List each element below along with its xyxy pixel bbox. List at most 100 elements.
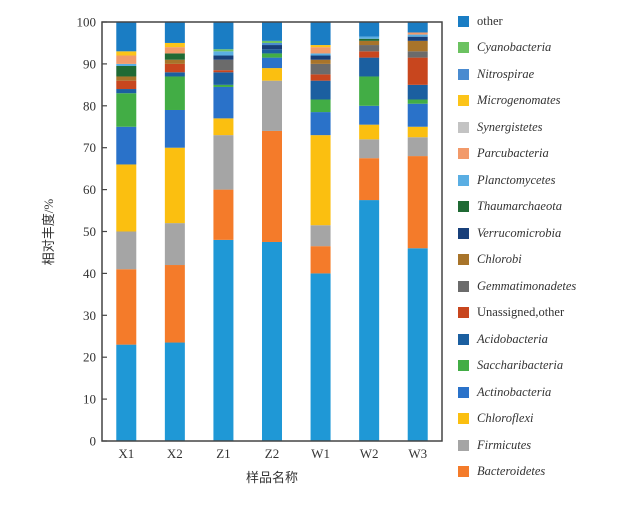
bar-segment-w3-other: [407, 22, 428, 33]
bar-segment-z1-actinobacteria: [213, 86, 234, 119]
x-tick-label-w2: W2: [360, 446, 379, 461]
legend-label: Bacteroidetes: [477, 464, 546, 479]
legend-swatch: [458, 174, 469, 186]
x-tick-label-x1: X1: [118, 446, 134, 461]
bar-segment-w1-microgenomates: [310, 45, 331, 48]
legend-swatch: [458, 307, 469, 319]
x-tick-label-z2: Z2: [265, 446, 279, 461]
legend-item-chloroflexi: Chloroflexi: [458, 406, 576, 433]
legend-item-nitrospirae: Nitrospirae: [458, 61, 576, 88]
legend-item-verrucomicrobia: Verrucomicrobia: [458, 220, 576, 247]
y-tick-label: 50: [83, 224, 96, 239]
bar-segment-x1-thaumarchaeota: [116, 65, 137, 77]
legend-swatch: [458, 386, 469, 398]
bar-segment-w2-bacteroidetes: [359, 158, 380, 201]
legend-label: Gemmatimonadetes: [477, 278, 577, 293]
legend-item-synergistetes: Synergistetes: [458, 114, 576, 141]
bar-segment-x2-parcubacteria: [164, 47, 185, 54]
bar-segment-w2-firmicutes: [359, 139, 380, 159]
bar-segment-z1-unlabeled: [213, 239, 234, 441]
legend-item-saccharibacteria: Saccharibacteria: [458, 353, 576, 380]
bar-segment-z2-other: [262, 22, 282, 41]
bar-segment-w2-chloroflexi: [359, 124, 380, 140]
legend-item-microgenomates: Microgenomates: [458, 88, 576, 115]
legend-item-planctomycetes: Planctomycetes: [458, 167, 576, 194]
bar-segment-w2-chlorobi: [359, 40, 380, 46]
bar-segment-x1-actinobacteria: [116, 126, 137, 165]
bar-segment-x1-acidobacteria: [116, 89, 137, 94]
legend-swatch: [458, 227, 469, 239]
legend-swatch: [458, 333, 469, 345]
bar-segment-w3-actinobacteria: [407, 103, 428, 127]
legend-swatch: [458, 148, 469, 160]
bar-segment-z2-chloroflexi: [262, 68, 282, 81]
bar-segment-w2-unlabeled: [359, 200, 380, 441]
legend-label: Parcubacteria: [477, 146, 549, 161]
y-tick-label: 100: [77, 15, 97, 30]
y-axis-ticks: 0 10 20 30 40 50 60 70 80 90 100: [77, 15, 107, 449]
bar-stack-x1: [116, 22, 137, 441]
legend-swatch: [458, 360, 469, 372]
bar-segment-z1-cyanobacteria: [213, 49, 234, 52]
legend-label: Synergistetes: [477, 119, 543, 134]
bar-segment-x2-bacteroidetes: [164, 265, 185, 343]
legend-label: Cyanobacteria: [477, 40, 552, 55]
bar-segment-w1-unlabeled: [310, 273, 331, 441]
y-tick-label: 60: [83, 182, 96, 197]
bar-segment-w2-other: [359, 22, 380, 37]
legend-item-thaumarchaeota: Thaumarchaeota: [458, 194, 576, 221]
bar-segment-w1-bacteroidetes: [310, 246, 331, 274]
bar-segment-z2-unlabeled: [262, 241, 282, 441]
bar-segment-z1-saccharibacteria: [213, 84, 234, 87]
bar-segment-w1-actinobacteria: [310, 112, 331, 136]
bar-stack-w3: [407, 22, 428, 441]
bar-segment-w3-chloroflexi: [407, 126, 428, 138]
bar-segment-w1-planctomycetes: [310, 53, 331, 56]
legend-item-chlorobi: Chlorobi: [458, 247, 576, 274]
bar-segment-z1-planctomycetes: [213, 51, 234, 56]
y-tick-label: 70: [83, 140, 96, 155]
bar-segment-w1-saccharibacteria: [310, 99, 331, 113]
bar-segment-w3-saccharibacteria: [407, 99, 428, 104]
bar-segment-w2-acidobacteria: [359, 57, 380, 77]
bar-segment-x2-chloroflexi: [164, 147, 185, 224]
y-tick-label: 90: [83, 56, 96, 71]
bar-segment-z1-firmicutes: [213, 135, 234, 190]
y-tick-label: 80: [83, 98, 96, 113]
bar-stack-x2: [164, 22, 185, 441]
bar-segment-z2-saccharibacteria: [262, 53, 282, 58]
legend-item-other: other: [458, 8, 576, 35]
y-tick-label: 30: [83, 308, 96, 323]
legend-swatch: [458, 439, 469, 451]
legend-swatch: [458, 466, 469, 478]
bar-segment-x2-chlorobi: [164, 59, 185, 64]
x-axis-title: 样品名称: [246, 470, 298, 485]
bar-segment-w3-parcubacteria: [407, 32, 428, 35]
bar-segment-x2-unlabeled: [164, 342, 185, 441]
bar-segment-w3-verrucomicrobia: [407, 36, 428, 41]
bar-segment-z2-firmicutes: [262, 80, 282, 131]
x-tick-label-x2: X2: [167, 446, 183, 461]
legend-swatch: [458, 42, 469, 54]
bar-segment-w1-verrucomicrobia: [310, 55, 331, 60]
bar-segment-x2-firmicutes: [164, 223, 185, 266]
bar-segment-w2-actinobacteria: [359, 105, 380, 125]
bar-segment-x1-firmicutes: [116, 231, 137, 270]
bar-segment-w3-unlabeled: [407, 248, 428, 441]
bar-segment-w1-parcubacteria: [310, 47, 331, 54]
bar-segment-w3-bacteroidetes: [407, 156, 428, 249]
x-axis-ticks: X1 X2 Z1 Z2 W1 W2 W3: [118, 446, 427, 461]
bar-segment-x2-actinobacteria: [164, 109, 185, 148]
legend-label: Acidobacteria: [477, 331, 548, 346]
bar-segment-x1-other: [116, 22, 137, 52]
legend-swatch: [458, 201, 469, 213]
bar-stack-w1: [310, 22, 331, 441]
legend-label: Microgenomates: [477, 93, 561, 108]
bars-group: [116, 22, 428, 441]
bar-segment-z1-acidobacteria: [213, 72, 234, 85]
legend-item-acidobacteria: Acidobacteria: [458, 326, 576, 353]
bar-segment-w1-acidobacteria: [310, 80, 331, 100]
bar-segment-z1-gemmatimonadetes: [213, 59, 234, 71]
legend-label: other: [477, 13, 503, 28]
legend-label: Chlorobi: [477, 252, 522, 267]
